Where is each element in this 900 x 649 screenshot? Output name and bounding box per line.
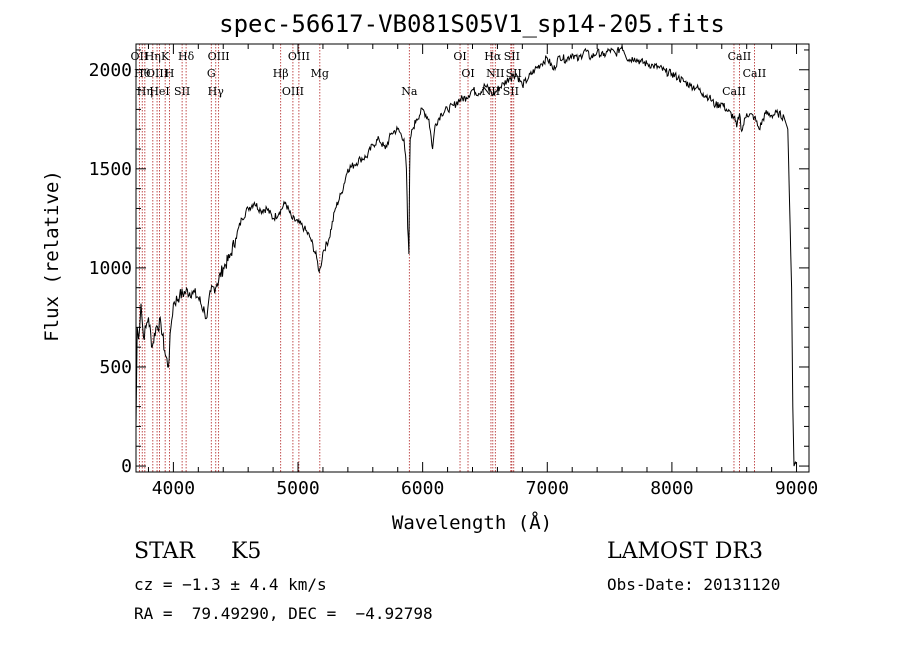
plot-frame xyxy=(135,43,810,473)
coordinates-text: RA = 79.49290, DEC = −4.92798 xyxy=(134,604,433,623)
line-marker-label: Hη xyxy=(145,50,161,63)
line-marker-label: G xyxy=(207,67,216,80)
line-marker-label: H xyxy=(165,67,175,80)
survey-name: LAMOST DR3 xyxy=(607,539,763,564)
line-marker-label: OII xyxy=(131,50,149,63)
line-marker-label: OIII xyxy=(288,50,310,63)
chart-title: spec-56617-VB081S05V1_sp14-205.fits xyxy=(219,10,725,38)
class-text: STAR xyxy=(134,539,195,564)
line-marker-label: Mg xyxy=(311,67,329,80)
line-marker-label: CaII xyxy=(722,85,746,98)
line-marker-label: Na xyxy=(401,85,418,98)
line-marker-label: K xyxy=(161,50,170,63)
x-tick-label: 8000 xyxy=(650,478,693,499)
line-marker-label: SII xyxy=(503,85,519,98)
line-marker-label: SII xyxy=(174,85,190,98)
spectral-line-markers xyxy=(138,44,755,472)
redshift-text: cz = −1.3 ± 4.4 km/s xyxy=(134,575,327,594)
line-marker-label: CaII xyxy=(743,67,767,80)
line-marker-label: SII xyxy=(504,50,520,63)
line-marker-label: OIII xyxy=(282,85,304,98)
line-marker-label: OIII xyxy=(208,50,230,63)
x-tick-label: 5000 xyxy=(276,478,319,499)
y-tick-label: 0 xyxy=(121,456,132,477)
line-marker-label: Hγ xyxy=(208,85,225,98)
x-tick-label: 6000 xyxy=(401,478,444,499)
y-tick-label: 2000 xyxy=(89,60,132,81)
spectral-line-labels: OIIHθHηHηOIIIHeIKHSIIHδGHγOIIIHβOIIIOIII… xyxy=(131,50,767,98)
line-marker-label: NII xyxy=(486,67,504,80)
subclass-text: K5 xyxy=(231,539,262,564)
obs-date-text: Obs-Date: 20131120 xyxy=(607,575,781,594)
line-marker-label: OI xyxy=(453,50,466,63)
x-tick-label: 7000 xyxy=(526,478,569,499)
line-marker-label: Hδ xyxy=(178,50,195,63)
line-marker-label: CaII xyxy=(728,50,752,63)
line-marker-label: Hα xyxy=(484,50,502,63)
y-axis-label: Flux (relative) xyxy=(41,170,63,342)
y-tick-label: 1500 xyxy=(89,159,132,180)
line-marker-label: OIII xyxy=(146,67,168,80)
y-tick-label: 500 xyxy=(99,357,132,378)
object-class: STAR K5 xyxy=(134,539,261,564)
x-tick-label: 9000 xyxy=(775,478,818,499)
x-tick-label: 4000 xyxy=(152,478,195,499)
line-marker-label: Hη xyxy=(137,85,153,98)
line-marker-label: OI xyxy=(461,67,474,80)
x-axis-label: Wavelength (Å) xyxy=(392,511,552,534)
line-marker-label: HeI xyxy=(149,85,169,98)
spectrum-line xyxy=(135,44,797,467)
y-tick-label: 1000 xyxy=(89,258,132,279)
line-marker-label: Hβ xyxy=(273,67,289,80)
axis-ticks: 4000 5000 6000 7000 8000 9000 0 500 1000 1500 2000 xyxy=(89,44,818,499)
